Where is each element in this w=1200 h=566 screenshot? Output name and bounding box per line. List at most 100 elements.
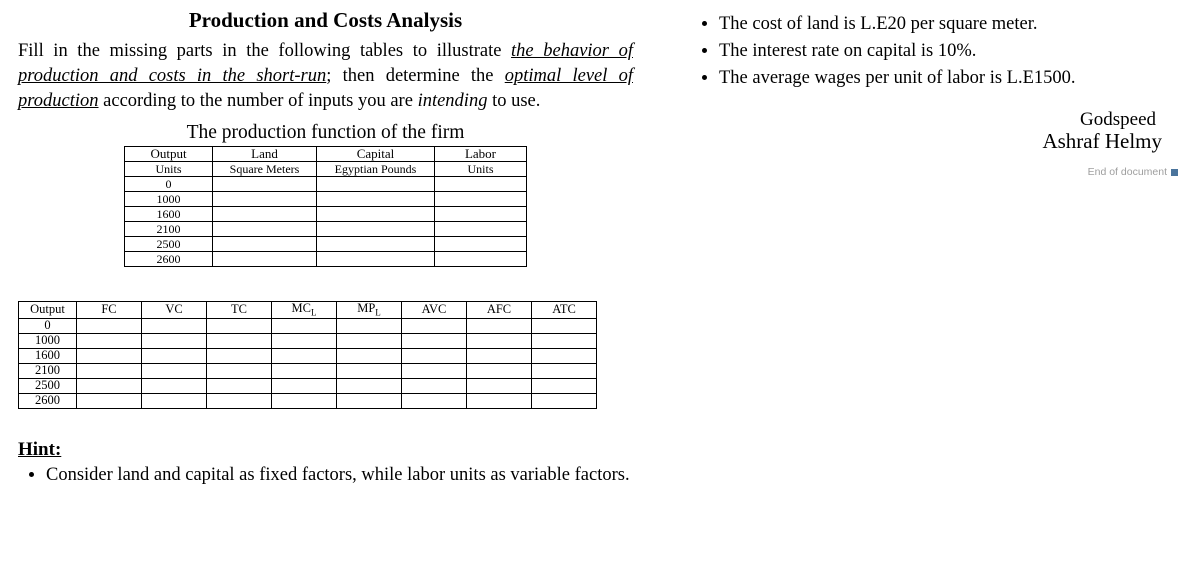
empty-cell (77, 318, 142, 333)
intro-text: to use. (487, 91, 540, 111)
hint-item: Consider land and capital as fixed facto… (46, 463, 633, 488)
empty-cell (337, 348, 402, 363)
empty-cell (337, 363, 402, 378)
col-header: Output (19, 301, 77, 318)
output-cell: 2600 (19, 393, 77, 408)
empty-cell (213, 251, 317, 266)
col-header: AFC (467, 301, 532, 318)
output-cell: 1000 (19, 333, 77, 348)
col-subheader: Square Meters (213, 161, 317, 176)
table-row: 2600 (19, 393, 597, 408)
empty-cell (213, 191, 317, 206)
empty-cell (532, 333, 597, 348)
empty-cell (467, 333, 532, 348)
empty-cell (317, 251, 435, 266)
right-column: The cost of land is L.E20 per square met… (693, 8, 1182, 490)
end-of-document-marker: End of document (693, 166, 1182, 178)
output-cell: 2100 (19, 363, 77, 378)
author-signature: Ashraf Helmy (693, 129, 1182, 154)
col-subheader: Units (435, 161, 527, 176)
empty-cell (207, 333, 272, 348)
intro-text: according to the number of inputs you ar… (99, 91, 418, 111)
empty-cell (272, 378, 337, 393)
empty-cell (435, 236, 527, 251)
list-item: The average wages per unit of labor is L… (719, 66, 1182, 91)
empty-cell (467, 378, 532, 393)
empty-cell (402, 318, 467, 333)
empty-cell (467, 363, 532, 378)
output-cell: 2500 (19, 378, 77, 393)
col-header: TC (207, 301, 272, 318)
left-column: Production and Costs Analysis Fill in th… (18, 8, 633, 490)
empty-cell (435, 221, 527, 236)
col-header: ATC (532, 301, 597, 318)
col-header: VC (142, 301, 207, 318)
empty-cell (467, 348, 532, 363)
output-cell: 1600 (125, 206, 213, 221)
empty-cell (77, 378, 142, 393)
empty-cell (272, 393, 337, 408)
col-header: FC (77, 301, 142, 318)
table-row: 1000 (125, 191, 527, 206)
empty-cell (142, 348, 207, 363)
empty-cell (435, 251, 527, 266)
empty-cell (272, 318, 337, 333)
output-cell: 2600 (125, 251, 213, 266)
empty-cell (435, 176, 527, 191)
empty-cell (213, 206, 317, 221)
empty-cell (77, 363, 142, 378)
page-root: Production and Costs Analysis Fill in th… (18, 8, 1182, 490)
intro-text: Fill in the missing parts in the followi… (18, 41, 511, 61)
empty-cell (142, 393, 207, 408)
table-subheader-row: Units Square Meters Egyptian Pounds Unit… (125, 161, 527, 176)
table-row: 2100 (19, 363, 597, 378)
list-item: The cost of land is L.E20 per square met… (719, 12, 1182, 37)
output-cell: 2100 (125, 221, 213, 236)
intro-italic: intending (418, 91, 488, 111)
empty-cell (532, 363, 597, 378)
intro-text: ; then determine the (326, 66, 504, 86)
col-subheader: Egyptian Pounds (317, 161, 435, 176)
table-row: 0 (19, 318, 597, 333)
col-header: Output (125, 146, 213, 161)
table1-title: The production function of the firm (18, 122, 633, 144)
hint-block: Hint: Consider land and capital as fixed… (18, 439, 633, 488)
costs-table: Output FC VC TC MCL MPL AVC AFC ATC 0 10… (18, 301, 597, 409)
output-cell: 0 (19, 318, 77, 333)
col-header: Land (213, 146, 317, 161)
empty-cell (77, 348, 142, 363)
end-square-icon (1171, 169, 1178, 176)
empty-cell (77, 393, 142, 408)
table-header-row: Output FC VC TC MCL MPL AVC AFC ATC (19, 301, 597, 318)
empty-cell (142, 363, 207, 378)
assumptions-list: The cost of land is L.E20 per square met… (693, 12, 1182, 91)
col-header: AVC (402, 301, 467, 318)
table-row: 2100 (125, 221, 527, 236)
table-header-row: Output Land Capital Labor (125, 146, 527, 161)
empty-cell (435, 206, 527, 221)
col-header: MCL (272, 301, 337, 318)
empty-cell (402, 363, 467, 378)
col-header: Capital (317, 146, 435, 161)
empty-cell (402, 348, 467, 363)
closing-word: Godspeed (693, 109, 1182, 131)
empty-cell (532, 318, 597, 333)
empty-cell (272, 333, 337, 348)
empty-cell (402, 333, 467, 348)
output-cell: 2500 (125, 236, 213, 251)
list-item: The interest rate on capital is 10%. (719, 39, 1182, 64)
empty-cell (207, 393, 272, 408)
hint-label: Hint: (18, 439, 61, 460)
empty-cell (402, 393, 467, 408)
empty-cell (207, 348, 272, 363)
output-cell: 1000 (125, 191, 213, 206)
empty-cell (317, 221, 435, 236)
empty-cell (337, 318, 402, 333)
table-row: 1600 (125, 206, 527, 221)
empty-cell (213, 221, 317, 236)
empty-cell (207, 378, 272, 393)
empty-cell (317, 236, 435, 251)
table-row: 1000 (19, 333, 597, 348)
empty-cell (77, 333, 142, 348)
col-header: MPL (337, 301, 402, 318)
